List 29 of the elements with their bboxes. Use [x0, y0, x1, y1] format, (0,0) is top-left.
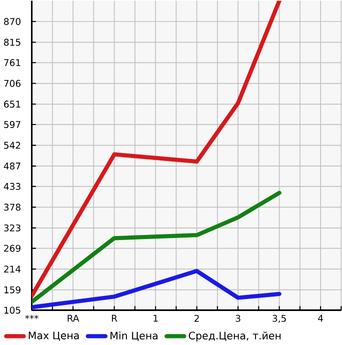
legend-label: Сред.Цена, т.йен [188, 332, 281, 342]
line-series [32, 0, 282, 298]
x-tick-label: R [112, 314, 118, 322]
y-tick-label: 870 [4, 18, 20, 26]
y-tick-label: 269 [4, 244, 20, 252]
x-tick-label: 4 [318, 314, 324, 322]
legend-label: Min Цена [110, 332, 158, 341]
y-tick-label: 815 [4, 38, 20, 46]
y-tick-label: 214 [4, 266, 21, 273]
x-tick-label: *** [25, 314, 38, 320]
y-tick-label: 105 [4, 306, 20, 314]
y-tick-label: 159 [4, 286, 20, 294]
x-tick-label: 3 [236, 314, 240, 322]
y-tick-label: 651 [4, 100, 20, 108]
y-tick-label: 706 [4, 80, 21, 87]
line-series [32, 190, 282, 304]
y-tick-label: 487 [4, 162, 20, 170]
legend-label: Max Цена [28, 332, 79, 341]
line-series [32, 268, 282, 310]
y-tick-label: 542 [4, 142, 20, 149]
x-tick-label: 1 [154, 314, 158, 322]
y-tick-label: 378 [4, 204, 20, 211]
y-tick-label: 597 [4, 121, 20, 128]
y-tick-label: 433 [4, 182, 20, 190]
x-tick-label: RA [68, 314, 80, 322]
y-tick-label: 761 [4, 59, 20, 66]
x-tick-label: 2 [194, 314, 199, 322]
y-tick-label: 323 [4, 224, 20, 232]
x-tick-label: 3,5 [272, 314, 286, 323]
